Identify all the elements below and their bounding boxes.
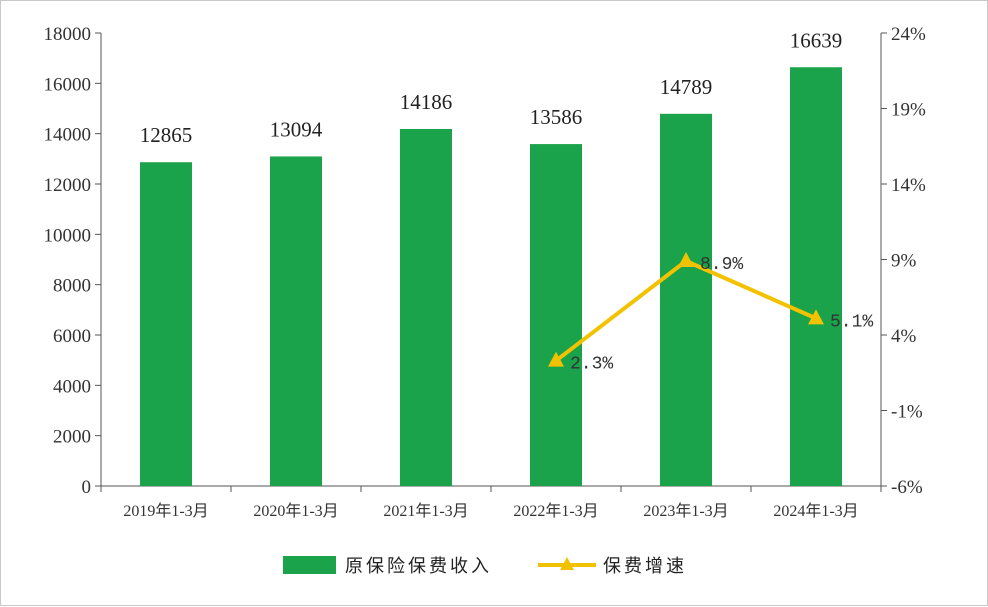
y-left-tick-label: 16000 <box>44 74 92 95</box>
legend-label-line: 保费增速 <box>603 556 687 577</box>
bar <box>270 156 322 487</box>
y-right-tick-label: 19% <box>891 100 926 121</box>
bar-data-label: 14789 <box>660 75 713 99</box>
line-data-label: 2.3% <box>570 355 613 375</box>
y-left-tick-label: 18000 <box>44 24 92 45</box>
x-tick-label: 2021年1-3月 <box>383 502 468 520</box>
y-axis-right: -6% -1% 4% 9% 14% 19% 24% <box>880 24 926 498</box>
bar <box>660 113 712 486</box>
bar <box>790 67 842 486</box>
y-right-tick-label: 14% <box>891 175 926 196</box>
x-tick-label: 2019年1-3月 <box>123 502 208 520</box>
y-right-tick-label: 4% <box>891 326 917 347</box>
line-point-marker <box>808 309 824 325</box>
bar-data-label: 12865 <box>140 123 193 147</box>
line-data-label: 5.1% <box>830 312 873 332</box>
bar <box>140 162 192 486</box>
y-left-tick-label: 12000 <box>44 175 92 196</box>
bar-data-label: 13094 <box>270 117 323 141</box>
y-right-tick-label: 24% <box>891 24 926 45</box>
y-left-tick-label: 4000 <box>53 376 91 397</box>
line-point-marker <box>678 252 694 268</box>
y-left-tick-label: 8000 <box>53 276 91 297</box>
bar-data-label: 13586 <box>530 105 583 129</box>
y-left-tick-label: 2000 <box>53 427 91 448</box>
y-left-tick-label: 10000 <box>44 225 92 246</box>
line-data-label: 8.9% <box>700 255 743 275</box>
x-tick-label: 2022年1-3月 <box>513 502 598 520</box>
legend-swatch-marker <box>560 557 574 570</box>
y-right-tick-label: -1% <box>891 402 923 423</box>
x-axis: 2019年1-3月 2020年1-3月 2021年1-3月 2022年1-3月 2023… <box>100 485 882 520</box>
y-right-tick-label: 9% <box>891 251 917 272</box>
y-left-tick-label: 14000 <box>44 125 92 146</box>
bar-series <box>140 67 842 487</box>
y-right-tick-label: -6% <box>891 477 923 498</box>
bar <box>400 128 452 486</box>
x-tick-label: 2024年1-3月 <box>773 502 858 520</box>
y-axis-left: 0 2000 4000 6000 8000 10000 12000 14000 16000 180… <box>44 24 102 498</box>
line-series: 2.3% 8.9% 5.1% <box>548 252 873 375</box>
x-tick-label: 2020年1-3月 <box>253 502 338 520</box>
y-left-tick-label: 0 <box>82 477 92 498</box>
bar-data-label: 14186 <box>400 90 453 114</box>
legend-swatch-bar <box>283 556 336 574</box>
line-point-marker <box>548 351 564 367</box>
x-tick-label: 2023年1-3月 <box>643 502 728 520</box>
bar-data-label: 16639 <box>790 28 843 52</box>
legend: 原保险保费收入 保费增速 <box>283 556 687 577</box>
bar-data-labels: 12865 13094 14186 13586 14789 16639 <box>140 28 843 147</box>
y-left-tick-label: 6000 <box>53 326 91 347</box>
bar <box>530 144 582 486</box>
legend-label-bar: 原保险保费收入 <box>345 556 492 577</box>
